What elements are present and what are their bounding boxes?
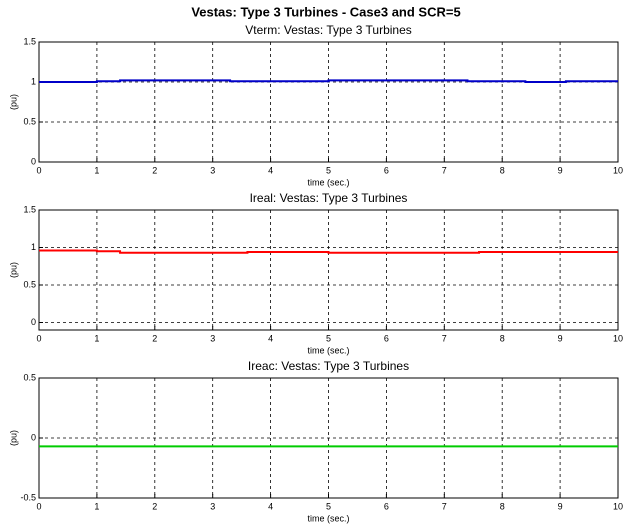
x-tick-label: 5 bbox=[326, 333, 331, 343]
x-tick-label: 2 bbox=[152, 165, 157, 175]
x-tick-label: 0 bbox=[36, 501, 41, 511]
x-tick-label: 9 bbox=[558, 501, 563, 511]
x-tick-label: 7 bbox=[442, 333, 447, 343]
x-tick-label: 3 bbox=[210, 165, 215, 175]
chart-title: Ireac: Vestas: Type 3 Turbines bbox=[248, 359, 409, 373]
x-axis-label: time (sec.) bbox=[307, 177, 349, 187]
y-tick-label: 1.5 bbox=[23, 204, 36, 214]
y-axis-label: (pu) bbox=[8, 94, 18, 110]
x-tick-label: 1 bbox=[94, 501, 99, 511]
x-tick-label: 0 bbox=[36, 165, 41, 175]
x-tick-label: 4 bbox=[268, 501, 273, 511]
x-tick-label: 10 bbox=[613, 333, 623, 343]
y-axis-label: (pu) bbox=[8, 262, 18, 278]
x-tick-label: 1 bbox=[94, 165, 99, 175]
x-tick-label: 7 bbox=[442, 165, 447, 175]
x-tick-label: 9 bbox=[558, 333, 563, 343]
x-tick-label: 8 bbox=[500, 501, 505, 511]
y-tick-label: 1.5 bbox=[23, 36, 36, 46]
y-tick-label: -0.5 bbox=[20, 492, 36, 502]
x-tick-label: 6 bbox=[384, 165, 389, 175]
x-tick-label: 3 bbox=[210, 501, 215, 511]
y-tick-label: 1 bbox=[31, 76, 36, 86]
x-tick-label: 3 bbox=[210, 333, 215, 343]
y-tick-label: 0 bbox=[31, 432, 36, 442]
y-tick-label: 0.5 bbox=[23, 279, 36, 289]
x-tick-label: 6 bbox=[384, 501, 389, 511]
line bbox=[39, 79, 618, 83]
x-tick-label: 0 bbox=[36, 333, 41, 343]
x-tick-label: 2 bbox=[152, 333, 157, 343]
line bbox=[39, 249, 618, 254]
y-axis-label: (pu) bbox=[8, 430, 18, 446]
x-tick-label: 7 bbox=[442, 501, 447, 511]
x-tick-label: 2 bbox=[152, 501, 157, 511]
x-tick-label: 8 bbox=[500, 165, 505, 175]
y-tick-label: 0 bbox=[31, 156, 36, 166]
x-tick-label: 10 bbox=[613, 165, 623, 175]
x-tick-label: 10 bbox=[613, 501, 623, 511]
chart-title: Ireal: Vestas: Type 3 Turbines bbox=[250, 191, 408, 205]
y-tick-label: 0 bbox=[31, 317, 36, 327]
x-tick-label: 5 bbox=[326, 501, 331, 511]
figure-title: Vestas: Type 3 Turbines - Case3 and SCR=… bbox=[191, 4, 460, 19]
y-tick-label: 0.5 bbox=[23, 372, 36, 382]
x-tick-label: 5 bbox=[326, 165, 331, 175]
x-tick-label: 8 bbox=[500, 333, 505, 343]
x-tick-label: 4 bbox=[268, 333, 273, 343]
x-axis-label: time (sec.) bbox=[307, 345, 349, 355]
x-tick-label: 4 bbox=[268, 165, 273, 175]
x-tick-label: 9 bbox=[558, 165, 563, 175]
x-tick-label: 1 bbox=[94, 333, 99, 343]
y-tick-label: 1 bbox=[31, 242, 36, 252]
y-tick-label: 0.5 bbox=[23, 116, 36, 126]
chart-title: Vterm: Vestas: Type 3 Turbines bbox=[245, 23, 412, 37]
x-axis-label: time (sec.) bbox=[307, 513, 349, 523]
x-tick-label: 6 bbox=[384, 333, 389, 343]
